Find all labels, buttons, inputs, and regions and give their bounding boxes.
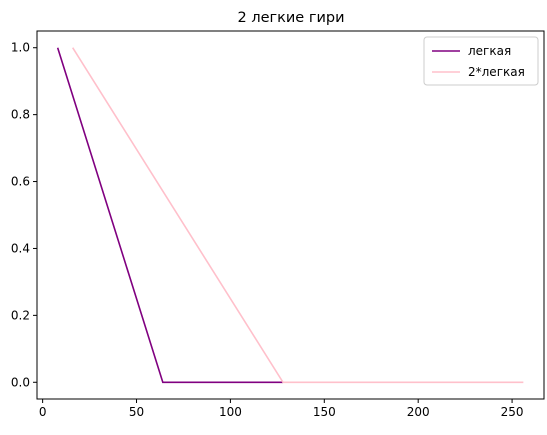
legend-label-0: легкая xyxy=(468,44,511,58)
x-tick-label: 50 xyxy=(129,405,144,419)
series-lines xyxy=(56,47,524,384)
y-tick-label: 0.2 xyxy=(11,308,30,322)
chart-title: 2 легкие гири xyxy=(237,10,344,26)
legend-label-1: 2*легкая xyxy=(468,65,525,79)
legend: легкая 2*легкая xyxy=(423,36,539,86)
series-line-1 xyxy=(72,47,524,384)
x-axis: 0 50 100 150 200 250 xyxy=(39,399,524,419)
legend-box xyxy=(423,36,539,86)
y-tick-label: 1.0 xyxy=(11,41,30,55)
x-tick-label: 250 xyxy=(501,405,524,419)
x-tick-label: 150 xyxy=(313,405,336,419)
plot-area xyxy=(36,30,545,400)
x-tick-label: 0 xyxy=(39,405,47,419)
y-tick-label: 0.0 xyxy=(11,375,30,389)
y-tick-label: 0.4 xyxy=(11,241,30,255)
y-axis: 0.0 0.2 0.4 0.6 0.8 1.0 xyxy=(11,41,37,389)
series-line-0 xyxy=(56,47,283,384)
y-tick-label: 0.8 xyxy=(11,108,30,122)
x-tick-label: 100 xyxy=(219,405,242,419)
y-tick-label: 0.6 xyxy=(11,175,30,189)
x-tick-label: 200 xyxy=(407,405,430,419)
